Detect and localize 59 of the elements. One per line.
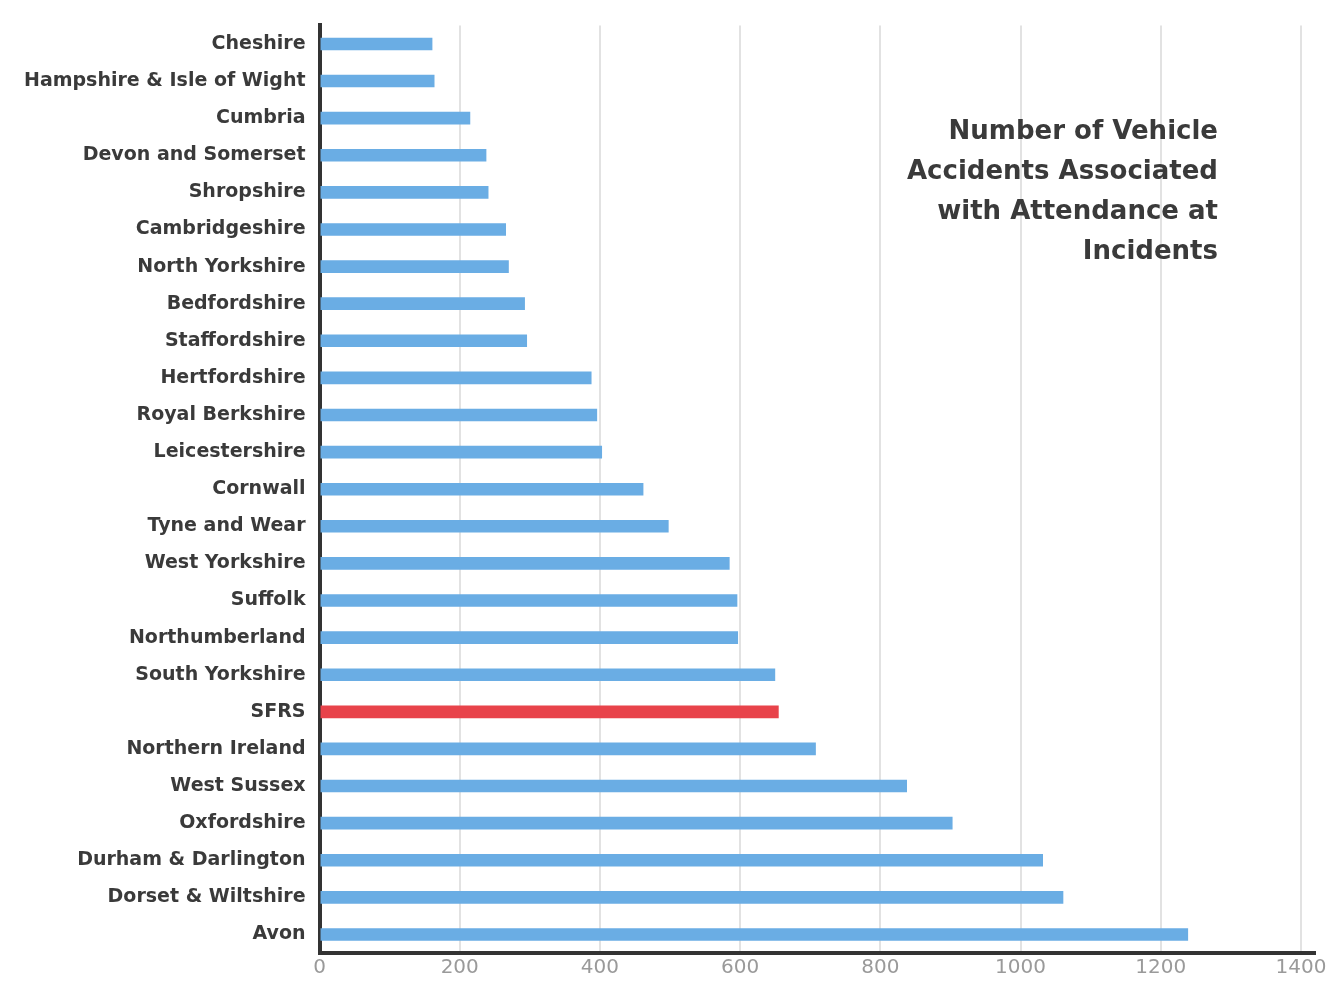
x-tick-label: 1400	[1275, 954, 1327, 979]
y-tick-label: Devon and Somerset	[82, 142, 306, 165]
y-tick-label: North Yorkshire	[137, 253, 306, 276]
y-tick-label: SFRS	[250, 698, 306, 721]
y-tick-label: Oxfordshire	[179, 810, 306, 833]
y-tick-label: Durham & Darlington	[77, 847, 306, 870]
y-tick-label: Shropshire	[188, 179, 306, 202]
bar	[320, 816, 953, 830]
y-tick-label: Suffolk	[230, 587, 306, 610]
y-tick-label: Cumbria	[215, 105, 306, 128]
y-tick-label: Hampshire & Isle of Wight	[24, 67, 306, 90]
y-tick-label: Northern Ireland	[126, 735, 306, 758]
x-tick-label: 400	[580, 954, 620, 979]
bar	[320, 631, 739, 644]
bar	[320, 853, 1043, 867]
bar	[320, 408, 598, 422]
bar	[320, 557, 730, 570]
x-tick-label: 800	[861, 954, 900, 979]
y-tick-label: Tyne and Wear	[147, 513, 307, 536]
y-tick-label: Dorset & Wiltshire	[107, 884, 306, 907]
bar	[320, 594, 738, 607]
y-tick-label: Royal Berkshire	[136, 401, 306, 424]
text: Number of Vehicle Accidents Associated with Attendance at Incidents	[906, 115, 1218, 266]
y-tick-label: South Yorkshire	[135, 661, 306, 684]
x-tick-label: 1200	[1135, 954, 1187, 979]
bar	[320, 891, 1064, 904]
bar	[320, 928, 1189, 941]
bar	[320, 37, 433, 51]
bar	[320, 74, 435, 88]
bar	[320, 297, 525, 310]
bar	[320, 186, 489, 199]
y-tick-label: Staffordshire	[164, 327, 306, 350]
y-tick-label: West Sussex	[170, 772, 306, 795]
x-tick-label: 200	[440, 954, 479, 979]
y-tick-label: Bedfordshire	[166, 290, 306, 313]
y-tick-label: West Yorkshire	[144, 550, 306, 573]
bar	[320, 668, 776, 682]
x-tick-label: 1000	[995, 954, 1047, 979]
bar	[320, 520, 669, 533]
bar	[320, 482, 644, 496]
bar	[320, 334, 528, 348]
bar	[320, 223, 507, 236]
x-tick-label: 600	[721, 954, 760, 979]
y-tick-label: Cheshire	[211, 30, 306, 53]
bar	[320, 111, 471, 125]
y-tick-label: Northumberland	[128, 624, 306, 647]
y-tick-label: Leicestershire	[153, 439, 306, 462]
y-tick-label: Hertfordshire	[160, 364, 306, 387]
bar	[320, 705, 779, 719]
bar	[320, 371, 592, 385]
bar	[320, 779, 907, 793]
bar	[320, 148, 487, 162]
bar	[320, 445, 603, 459]
bar	[320, 260, 509, 273]
x-tick-label: 0	[313, 954, 326, 979]
y-tick-label: Cornwall	[212, 476, 306, 499]
y-tick-label: Cambridgeshire	[135, 216, 306, 239]
bar	[320, 742, 816, 756]
y-tick-label: Avon	[252, 921, 306, 944]
